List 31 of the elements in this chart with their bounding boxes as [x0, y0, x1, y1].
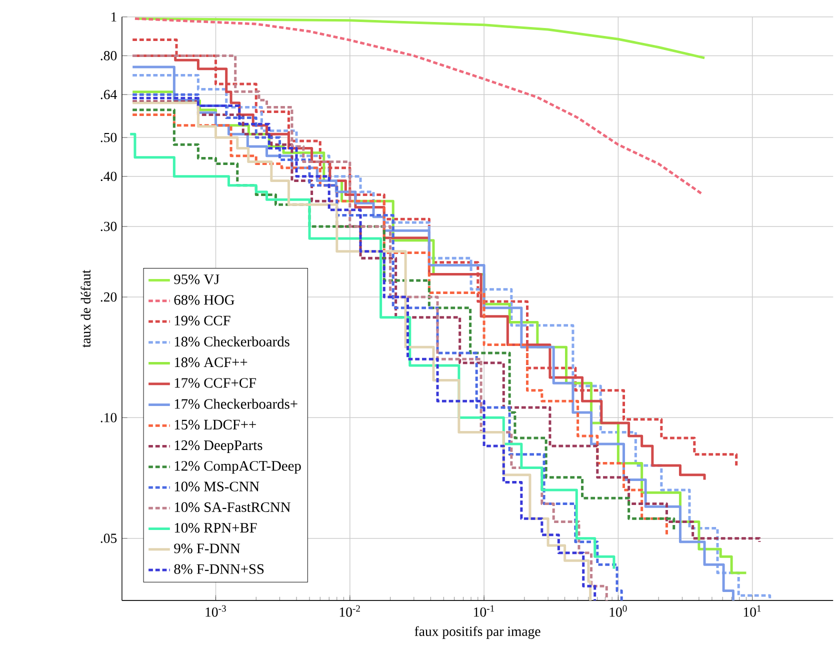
- y-tick-label: .40: [100, 172, 117, 182]
- y-tick-label: .80: [100, 51, 117, 61]
- legend-label: 8% F-DNN+SS: [174, 564, 264, 574]
- legend-label: 18% ACF++: [174, 358, 248, 368]
- y-tick-label: .20: [100, 292, 117, 302]
- x-tick-label: 10$^{-3}$: [206, 605, 226, 617]
- y-tick-label: .30: [100, 222, 117, 232]
- legend-label: 17% Checkerboards+: [174, 398, 298, 409]
- legend-label: 10% MS-CNN: [174, 482, 260, 492]
- legend-label: 95% VJ: [174, 274, 220, 284]
- x-tick-label: 10$^{1}$: [744, 605, 761, 617]
- legend-label: 12% DeepParts: [174, 440, 262, 454]
- legend-label: 68% HOG: [174, 295, 234, 305]
- legend-label: 9% F-DNN: [174, 544, 240, 554]
- y-tick-label: .10: [100, 413, 117, 422]
- legend-label: 10% SA-FastRCNN: [174, 502, 290, 512]
- legend-label: 17% CCF+CF: [174, 378, 256, 388]
- legend-label: 15% LDCF++: [174, 420, 256, 430]
- y-axis-title: taux de défaut: [80, 270, 91, 348]
- legend-label: 10% RPN+BF: [174, 523, 257, 533]
- y-tick-label: .05: [100, 534, 117, 544]
- y-tick-label: 1: [111, 12, 116, 22]
- x-tick-label: 10$^{0}$: [610, 605, 627, 617]
- x-axis-title: faux positifs par image: [414, 626, 540, 639]
- y-tick-label: .64: [100, 90, 117, 100]
- legend-label: 19% CCF: [174, 316, 230, 326]
- x-tick-label: 10$^{-1}$: [474, 605, 494, 617]
- x-tick-label: 10$^{-2}$: [340, 605, 360, 617]
- legend-label: 12% CompACT-Deep: [174, 461, 301, 474]
- y-tick-label: .50: [100, 132, 117, 142]
- legend-label: 18% Checkerboards: [174, 336, 290, 347]
